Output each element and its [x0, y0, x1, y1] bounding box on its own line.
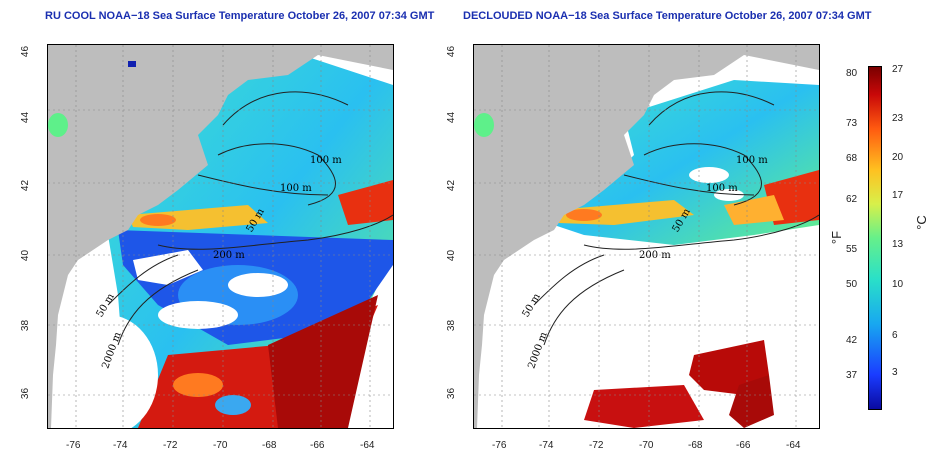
lon-tick: -76: [66, 440, 81, 451]
f-tick: 55: [846, 244, 858, 255]
warm-eddy: [689, 340, 769, 395]
left-map-title: RU COOL NOAA−18 Sea Surface Temperature …: [45, 10, 435, 22]
contour-label-100m-b: 100 m: [706, 183, 738, 194]
right-map-graphic: [474, 45, 819, 428]
contour-label-100m-a: 100 m: [736, 155, 768, 166]
lat-tick: 44: [446, 111, 458, 124]
f-tick: 37: [846, 370, 858, 381]
f-tick: 80: [846, 68, 858, 79]
lon-tick: -64: [360, 440, 375, 451]
celsius-unit-label: °C: [913, 215, 929, 230]
lon-tick: -76: [492, 440, 507, 451]
contour-label-200m: 200 m: [639, 250, 671, 261]
lon-tick: -68: [262, 440, 277, 451]
f-tick: 62: [846, 194, 858, 205]
c-tick: 20: [892, 152, 904, 163]
lon-tick: -68: [688, 440, 703, 451]
lat-tick: 40: [20, 249, 32, 262]
left-map-graphic: [48, 45, 393, 428]
contour-lines: [533, 91, 819, 346]
right-map-title: DECLOUDED NOAA−18 Sea Surface Temperatur…: [463, 10, 872, 22]
lat-tick: 36: [446, 387, 458, 400]
lon-tick: -64: [786, 440, 801, 451]
f-tick: 73: [846, 118, 858, 129]
lon-tick: -70: [639, 440, 654, 451]
lon-tick: -74: [539, 440, 554, 451]
land-mass: [48, 45, 393, 428]
c-tick: 6: [892, 330, 898, 341]
c-tick: 27: [892, 64, 904, 75]
contour-label-100m-a: 100 m: [310, 155, 342, 166]
lat-tick: 42: [446, 179, 458, 192]
lat-tick: 38: [446, 319, 458, 332]
lon-tick: -66: [736, 440, 751, 451]
f-tick: 42: [846, 335, 858, 346]
lat-tick: 46: [446, 45, 458, 58]
contour-lines: [107, 91, 393, 346]
lat-tick: 36: [20, 387, 32, 400]
temperature-colorbar: [868, 66, 882, 410]
c-tick: 3: [892, 367, 898, 378]
lat-tick: 46: [20, 45, 32, 58]
f-tick: 50: [846, 279, 858, 290]
c-tick: 23: [892, 113, 904, 124]
lon-tick: -72: [163, 440, 178, 451]
right-map-panel: 100 m 100 m 50 m 200 m 50 m 2000 m: [473, 44, 820, 429]
lon-tick: -66: [310, 440, 325, 451]
lat-tick: 40: [446, 249, 458, 262]
c-tick: 17: [892, 190, 904, 201]
lat-tick: 42: [20, 179, 32, 192]
land-mass: [474, 45, 819, 428]
lon-tick: -74: [113, 440, 128, 451]
c-tick: 10: [892, 279, 904, 290]
lat-tick: 38: [20, 319, 32, 332]
lon-tick: -72: [589, 440, 604, 451]
lat-tick: 44: [20, 111, 32, 124]
fahrenheit-unit-label: °F: [829, 230, 845, 245]
f-tick: 68: [846, 153, 858, 164]
c-tick: 13: [892, 239, 904, 250]
contour-label-200m: 200 m: [213, 250, 245, 261]
contour-label-100m-b: 100 m: [280, 183, 312, 194]
lon-tick: -70: [213, 440, 228, 451]
left-map-panel: 100 m 100 m 50 m 200 m 50 m 2000 m: [47, 44, 394, 429]
